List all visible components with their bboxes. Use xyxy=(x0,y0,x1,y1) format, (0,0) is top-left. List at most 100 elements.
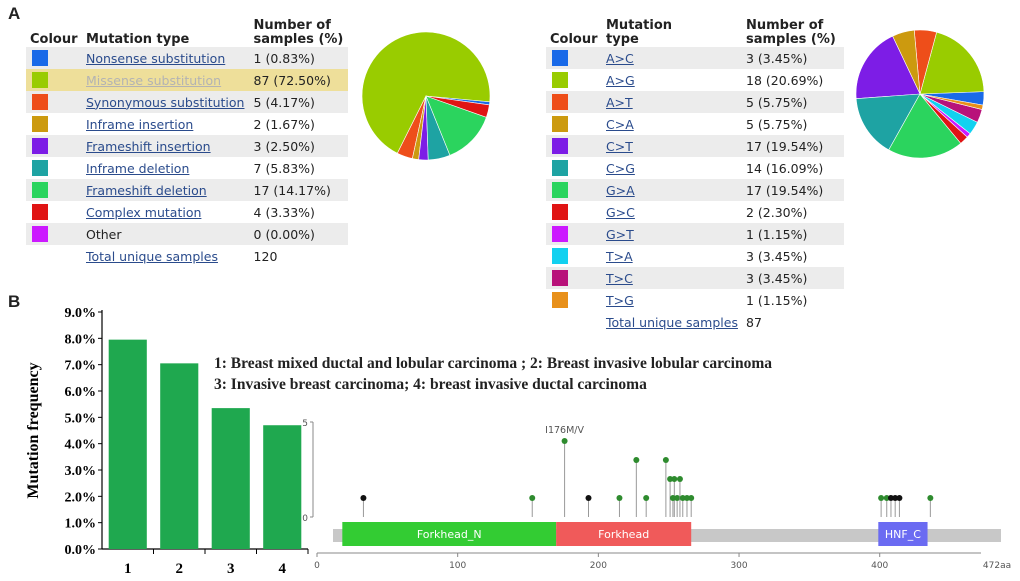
count-header: Number of samples (%) xyxy=(253,18,344,47)
lollipop-head[interactable] xyxy=(679,495,686,501)
substitution-type-row: T>C 3 (3.45%) xyxy=(546,267,844,289)
lollipop-head[interactable] xyxy=(667,476,674,482)
substitution-type-row: G>A 17 (19.54%) xyxy=(546,179,844,201)
lollipop-head[interactable] xyxy=(878,495,885,501)
lollipop-head[interactable] xyxy=(927,495,934,501)
pie-slice xyxy=(919,93,984,110)
substitution-type-row: A>T 5 (5.75%) xyxy=(546,91,844,113)
x-tick-label: 2 xyxy=(176,561,184,577)
domain-label: Forkhead_N xyxy=(417,528,482,541)
cancer-type-legend: 1: Breast mixed ductal and lobular carci… xyxy=(214,353,772,395)
y-tick-label: 2.0% xyxy=(65,490,97,505)
lollipop-head[interactable] xyxy=(674,495,681,501)
bar xyxy=(160,363,199,549)
legend-line-2: 3: Invasive breast carcinoma; 4: breast … xyxy=(214,376,647,393)
lollipop-head[interactable] xyxy=(683,495,690,501)
sample-count: 0 (0.00%) xyxy=(249,223,348,245)
lollipop-head[interactable] xyxy=(676,476,683,482)
substitution-type-row: G>T 1 (1.15%) xyxy=(546,223,844,245)
colour-header: Colour xyxy=(550,32,598,47)
lollipop-head[interactable] xyxy=(360,495,367,501)
lollipop-head[interactable] xyxy=(643,495,650,501)
lollipop-plot: 0 5 Forkhead_N Forkhead HNF_C I176M/V 0 100 200 3… xyxy=(302,419,1011,571)
lollipop-head[interactable] xyxy=(669,495,676,501)
mutation-type-link[interactable]: Synonymous substitution xyxy=(86,94,245,110)
mutation-type-table: Colour Mutation type Number of samples (%… xyxy=(26,17,348,267)
mutation-type-link[interactable]: G>T xyxy=(606,226,634,242)
y-tick-label: 3.0% xyxy=(65,464,97,479)
lollipop-head[interactable] xyxy=(892,495,899,501)
lollipop-head[interactable] xyxy=(671,476,678,482)
lollipop-head[interactable] xyxy=(887,495,894,501)
sample-count: 17 (14.17%) xyxy=(249,179,348,201)
pie-slice xyxy=(855,93,921,151)
colour-swatch xyxy=(552,116,568,133)
mutation-type-link[interactable]: C>A xyxy=(606,116,634,132)
sample-count: 2 (1.67%) xyxy=(253,116,315,132)
panel-label-b: B xyxy=(8,292,21,311)
mutation-type-link[interactable]: Frameshift deletion xyxy=(86,182,207,198)
mutation-type-link[interactable]: A>G xyxy=(606,72,635,88)
sample-count: 3 (2.50%) xyxy=(249,135,348,157)
substitution-type-row: C>T 17 (19.54%) xyxy=(546,135,844,157)
mutation-type-link[interactable]: T>G xyxy=(606,292,634,308)
colour-header: Colour xyxy=(30,32,78,47)
y-tick-label: 1.0% xyxy=(65,517,97,532)
total-unique-samples-value: 87 xyxy=(746,314,762,330)
lollipop-head[interactable] xyxy=(529,495,536,501)
colour-swatch xyxy=(552,138,568,155)
y-tick-label: 5 xyxy=(302,419,308,429)
substitution-type-row: T>A 3 (3.45%) xyxy=(546,245,844,267)
substitution-type-row: A>G 18 (20.69%) xyxy=(546,69,844,91)
mutation-type-link[interactable]: Inframe deletion xyxy=(86,160,190,176)
substitution-type-row: A>C 3 (3.45%) xyxy=(546,47,844,69)
lollipop-head[interactable] xyxy=(585,495,592,501)
sample-count: 3 (3.45%) xyxy=(746,248,808,264)
colour-swatch xyxy=(552,292,568,309)
mutation-type-link[interactable]: Complex mutation xyxy=(86,204,202,220)
mutation-type-link[interactable]: C>G xyxy=(606,160,635,176)
lollipop-head[interactable] xyxy=(633,457,640,463)
pie-slice xyxy=(855,35,921,99)
mutation-type-link[interactable]: Missense substitution xyxy=(86,72,222,88)
lollipop-head[interactable] xyxy=(688,495,695,501)
domain-label: Forkhead xyxy=(598,528,649,541)
bar xyxy=(263,425,302,549)
mutation-type-pie xyxy=(361,31,491,161)
y-tick-label: 8.0% xyxy=(65,332,97,347)
bar xyxy=(211,408,250,549)
colour-swatch xyxy=(552,226,568,243)
total-unique-samples-link[interactable]: Total unique samples xyxy=(606,314,738,330)
mutation-type-row: Frameshift deletion 17 (14.17%) xyxy=(26,179,348,201)
lollipop-head[interactable] xyxy=(561,438,568,444)
count-header: Number of samples (%) xyxy=(746,18,836,47)
y-axis-title: Mutation frequency xyxy=(25,362,42,498)
pie-slice xyxy=(361,31,491,154)
mutation-type-link[interactable]: Inframe insertion xyxy=(86,116,194,132)
mutation-type-link[interactable]: G>C xyxy=(606,204,635,220)
mutation-type-link[interactable]: C>T xyxy=(606,138,633,154)
legend-line-1: 1: Breast mixed ductal and lobular carci… xyxy=(214,355,772,372)
mutation-type-header: Mutation type xyxy=(86,32,190,47)
mutation-type-link[interactable]: Nonsense substitution xyxy=(86,50,226,66)
x-tick-label: 1 xyxy=(124,561,132,577)
mutation-type-link[interactable]: Frameshift insertion xyxy=(86,138,211,154)
total-unique-samples-link[interactable]: Total unique samples xyxy=(86,248,218,264)
mutation-type-link[interactable]: T>C xyxy=(606,270,633,286)
x-tick-label: 200 xyxy=(590,561,607,571)
sample-count: 5 (4.17%) xyxy=(249,91,348,113)
mutation-type-link[interactable]: A>T xyxy=(606,94,633,110)
y-tick-label: 7.0% xyxy=(65,359,97,374)
lollipop-head[interactable] xyxy=(896,495,903,501)
mutation-type-link[interactable]: T>A xyxy=(606,248,633,264)
mutation-type-link[interactable]: G>A xyxy=(606,182,635,198)
colour-swatch xyxy=(32,50,48,67)
lollipop-head[interactable] xyxy=(883,495,890,501)
lollipop-head[interactable] xyxy=(616,495,623,501)
pie-slice xyxy=(425,95,490,118)
lollipop-head[interactable] xyxy=(662,457,669,463)
substitution-type-table: Colour Mutation type Number of samples (%)… xyxy=(546,17,844,333)
mutation-type-link[interactable]: A>C xyxy=(606,50,634,66)
panel-label-a: A xyxy=(8,4,21,23)
y-tick-label: 0 xyxy=(302,514,308,524)
